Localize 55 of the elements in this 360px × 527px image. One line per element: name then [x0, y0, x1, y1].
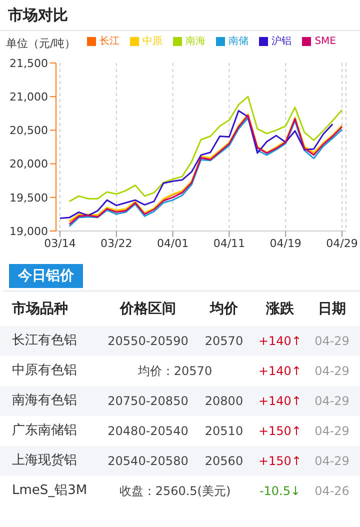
text: +140↑: [258, 364, 302, 378]
y-tick-label: 21,500: [10, 56, 48, 70]
category-label: LmeS_铝3M: [12, 483, 88, 498]
text: +150↑: [258, 454, 302, 468]
category-label: 长江有色铝: [12, 333, 77, 348]
text: 20570: [204, 334, 244, 348]
x-tick-label: 03/22: [100, 236, 132, 250]
text: +140↑: [258, 394, 302, 408]
text: 04-29: [314, 454, 350, 468]
text: 收盘：2560.5(美元): [119, 484, 231, 498]
text: -10.5↓: [259, 484, 301, 498]
legend-label: SME: [314, 36, 336, 47]
y-tick-label: 21,000: [10, 90, 48, 104]
text: 04-29: [314, 424, 350, 438]
x-tick-label: 04/01: [156, 236, 189, 250]
text: 04-29: [314, 394, 350, 408]
text: 20560: [204, 454, 244, 468]
text: 均价：20570: [138, 364, 212, 378]
text: 04-29: [314, 364, 350, 378]
x-tick-label: 04/11: [213, 236, 246, 250]
category-label: 价格区间: [118, 300, 177, 319]
x-tick-label: 03/14: [44, 236, 76, 250]
chart-title: 市场对比: [0, 0, 360, 31]
text: 今日铝价: [9, 264, 83, 288]
category-label: 南海有色铝: [12, 393, 77, 408]
legend-label: 南海: [186, 36, 206, 47]
y-tick-label: 19,000: [10, 224, 48, 238]
text: 20750-20850: [108, 394, 188, 408]
text: 20510: [204, 424, 244, 438]
legend-label: 南储: [228, 36, 249, 47]
text: 04-29: [314, 334, 350, 348]
category-label: 日期: [317, 300, 347, 319]
category-label: 均价: [208, 300, 239, 319]
x-tick-label: 04/29: [326, 236, 358, 250]
text: +140↑: [258, 334, 302, 348]
text: 20480-20540: [108, 424, 188, 438]
text: +150↑: [258, 424, 302, 438]
y-tick-label: 19,500: [10, 191, 48, 204]
legend-label: 中原: [142, 36, 163, 47]
y-tick-label: 20,000: [10, 158, 48, 171]
category-label: 市场品种: [11, 300, 69, 319]
text: 20540-20580: [108, 454, 188, 468]
category-label: 涨跌: [265, 300, 295, 319]
category-label: 广东南储铝: [12, 423, 77, 438]
x-tick-label: 04/19: [270, 236, 302, 250]
y-tick-label: 20,500: [10, 124, 48, 138]
text: 20550-20590: [108, 334, 188, 348]
text: 04-26: [314, 484, 350, 498]
line-series: [68, 96, 343, 202]
legend-label: 长江: [100, 36, 120, 47]
text: 20800: [204, 394, 244, 408]
legend-label: 沪铝: [272, 36, 292, 47]
y-axis-title: 单位（元/吨）: [6, 36, 76, 51]
category-label: 上海现货铝: [12, 453, 77, 468]
category-label: 中原有色铝: [12, 363, 77, 378]
